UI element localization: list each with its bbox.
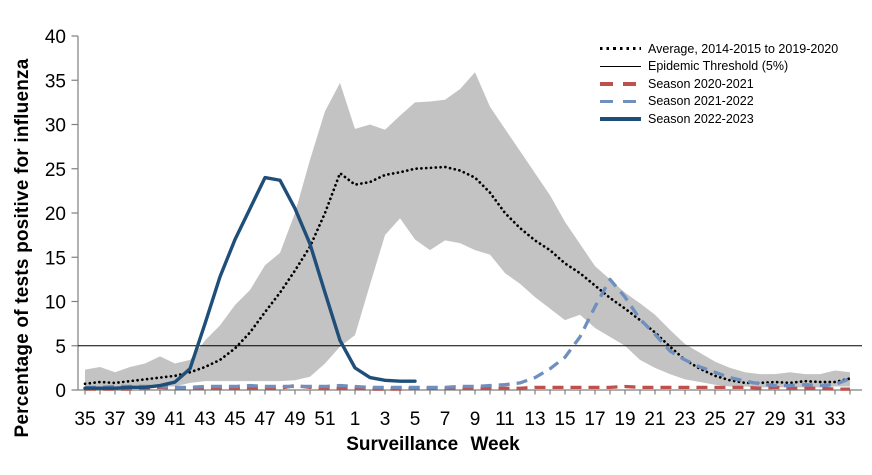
- x-tick-label: 49: [284, 409, 305, 430]
- y-tick-label: 20: [45, 204, 66, 225]
- chart-legend: Average, 2014-2015 to 2019-2020 Epidemic…: [600, 40, 838, 128]
- legend-item-average: Average, 2014-2015 to 2019-2020: [600, 40, 838, 58]
- y-tick-label: 0: [55, 381, 66, 402]
- x-tick-label: 51: [314, 409, 335, 430]
- x-tick-label: 35: [74, 409, 95, 430]
- y-axis-title: Percentage of tests positive for influen…: [12, 58, 33, 438]
- legend-item-season-2020-2021: Season 2020-2021: [600, 75, 838, 93]
- average-line: [83, 165, 852, 386]
- x-tick-label: 23: [674, 409, 695, 430]
- blue-dashed-line-sample-icon: [600, 99, 641, 103]
- x-tick-label: 43: [194, 409, 215, 430]
- x-tick-label: 41: [164, 409, 185, 430]
- legend-item-season-2021-2022: Season 2021-2022: [600, 93, 838, 111]
- x-tick-label: 27: [734, 409, 755, 430]
- x-tick-label: 1: [350, 409, 361, 430]
- season-2022-2023-line: [83, 175, 417, 390]
- y-tick-label: 15: [45, 248, 66, 269]
- x-tick-label: 25: [704, 409, 725, 430]
- y-tick-label: 25: [45, 160, 66, 181]
- season-2020-2021-line: [85, 383, 850, 391]
- y-tick-label: 5: [55, 337, 66, 358]
- season-2021-2022-line: [85, 277, 851, 389]
- x-tick-label: 3: [380, 409, 391, 430]
- y-tick-label: 30: [45, 116, 66, 137]
- legend-item-label: Average, 2014-2015 to 2019-2020: [648, 41, 839, 56]
- x-tick-label: 39: [134, 409, 155, 430]
- x-tick-label: 33: [824, 409, 845, 430]
- min-max-band: [85, 72, 850, 390]
- legend-item-label: Season 2021-2022: [648, 94, 754, 109]
- legend-item-epidemic-threshold: Epidemic Threshold (5%): [600, 58, 838, 76]
- x-tick-label: 7: [440, 409, 451, 430]
- y-tick-label: 40: [45, 27, 66, 48]
- thin-line-sample-icon: [600, 65, 641, 67]
- x-axis-title: Surveillance Week: [346, 434, 520, 455]
- x-tick-label: 47: [254, 409, 275, 430]
- x-tick-label: 5: [410, 409, 421, 430]
- x-tick-label: 19: [614, 409, 635, 430]
- x-tick-label: 29: [764, 409, 785, 430]
- x-tick-label: 21: [644, 409, 665, 430]
- navy-solid-line-sample-icon: [600, 117, 641, 121]
- x-tick-label: 37: [104, 409, 125, 430]
- legend-item-label: Epidemic Threshold (5%): [648, 59, 789, 74]
- x-tick-label: 15: [554, 409, 575, 430]
- x-tick-label: 13: [524, 409, 545, 430]
- legend-item-label: Season 2020-2021: [648, 76, 754, 91]
- y-tick-label: 35: [45, 71, 66, 92]
- legend-item-season-2022-2023: Season 2022-2023: [600, 110, 838, 128]
- x-tick-label: 11: [495, 409, 515, 430]
- x-tick-label: 31: [794, 409, 815, 430]
- x-tick-label: 17: [584, 409, 605, 430]
- legend-item-label: Season 2022-2023: [648, 111, 754, 126]
- x-tick-label: 45: [224, 409, 245, 430]
- y-tick-label: 10: [45, 293, 66, 314]
- x-tick-label: 9: [470, 409, 481, 430]
- red-dashed-line-sample-icon: [600, 82, 641, 86]
- dotted-line-sample-icon: [600, 47, 641, 51]
